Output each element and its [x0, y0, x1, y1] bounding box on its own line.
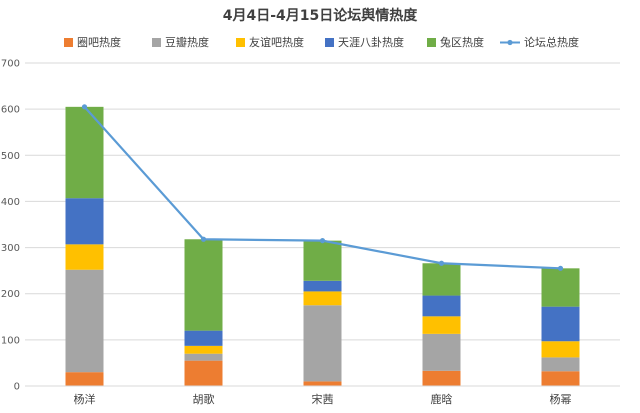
- bar-segment-4-2: [303, 240, 342, 281]
- legend-swatch-4: [427, 38, 436, 47]
- y-tick-label: 700: [1, 59, 20, 70]
- legend-label-5: 论坛总热度: [524, 35, 579, 49]
- bar-segment-3-1: [184, 330, 223, 346]
- legend-label-2: 友谊吧热度: [249, 35, 304, 49]
- total-point-0: [81, 104, 88, 110]
- total-point-1: [200, 236, 207, 242]
- bar-segment-4-3: [422, 263, 461, 296]
- legend-swatch-2: [236, 38, 245, 47]
- y-tick-label: 400: [1, 197, 20, 208]
- bar-segment-3-4: [541, 306, 580, 342]
- legend-label-0: 圈吧热度: [77, 35, 121, 49]
- bar-segment-0-3: [422, 370, 461, 386]
- bar-segment-2-1: [184, 345, 223, 354]
- legend-swatch-0: [64, 38, 73, 47]
- legend-label-1: 豆瓣热度: [165, 35, 209, 49]
- bar-segment-0-2: [303, 381, 342, 386]
- bar-segment-1-1: [184, 353, 223, 361]
- bar-segment-2-3: [422, 316, 461, 334]
- y-axis: 0 100 200 300 400 500 600 700: [1, 59, 20, 393]
- bar-segment-3-2: [303, 280, 342, 292]
- y-tick-label: 100: [1, 335, 20, 346]
- legend-label-4: 兔区热度: [440, 35, 484, 49]
- total-point-2: [319, 238, 326, 244]
- legend-swatch-1: [152, 38, 161, 47]
- x-tick-label: 胡歌: [193, 392, 215, 406]
- bar-segment-2-0: [65, 244, 104, 270]
- legend-label-3: 天涯八卦热度: [338, 35, 404, 49]
- y-tick-label: 500: [1, 151, 20, 162]
- bar-segment-1-4: [541, 357, 580, 372]
- bar-segment-4-1: [184, 239, 223, 331]
- total-point-4: [557, 265, 564, 271]
- bar-segment-0-0: [65, 372, 104, 386]
- y-tick-label: 300: [1, 243, 20, 254]
- x-tick-label: 鹿晗: [431, 392, 453, 406]
- y-tick-label: 200: [1, 289, 20, 300]
- bar-segment-1-3: [422, 333, 461, 371]
- x-tick-label: 杨幂: [550, 392, 572, 406]
- legend-swatch-3: [325, 38, 334, 47]
- bar-segment-0-4: [541, 371, 580, 386]
- legend-line-marker: [507, 39, 513, 46]
- bar-segment-4-4: [541, 268, 580, 307]
- total-point-3: [438, 260, 445, 266]
- bar-segment-0-1: [184, 360, 223, 386]
- bars: [65, 106, 580, 386]
- x-tick-label: 杨洋: [74, 392, 96, 406]
- legend: 圈吧热度 豆瓣热度 友谊吧热度 天涯八卦热度 兔区热度 论坛总热度: [64, 35, 579, 49]
- y-tick-label: 600: [1, 105, 20, 116]
- bar-segment-1-0: [65, 269, 104, 373]
- chart-title: 4月4日-4月15日论坛舆情热度: [223, 7, 419, 24]
- x-axis: 杨洋 胡歌 宋茜 鹿晗 杨幂: [25, 385, 620, 406]
- y-tick-label: 0: [14, 382, 20, 393]
- x-tick-label: 宋茜: [312, 392, 334, 406]
- bar-segment-1-2: [303, 305, 342, 382]
- bar-segment-3-3: [422, 295, 461, 317]
- total-line: [81, 104, 564, 271]
- bar-segment-2-4: [541, 341, 580, 358]
- bar-segment-3-0: [65, 198, 104, 245]
- bar-segment-2-2: [303, 291, 342, 306]
